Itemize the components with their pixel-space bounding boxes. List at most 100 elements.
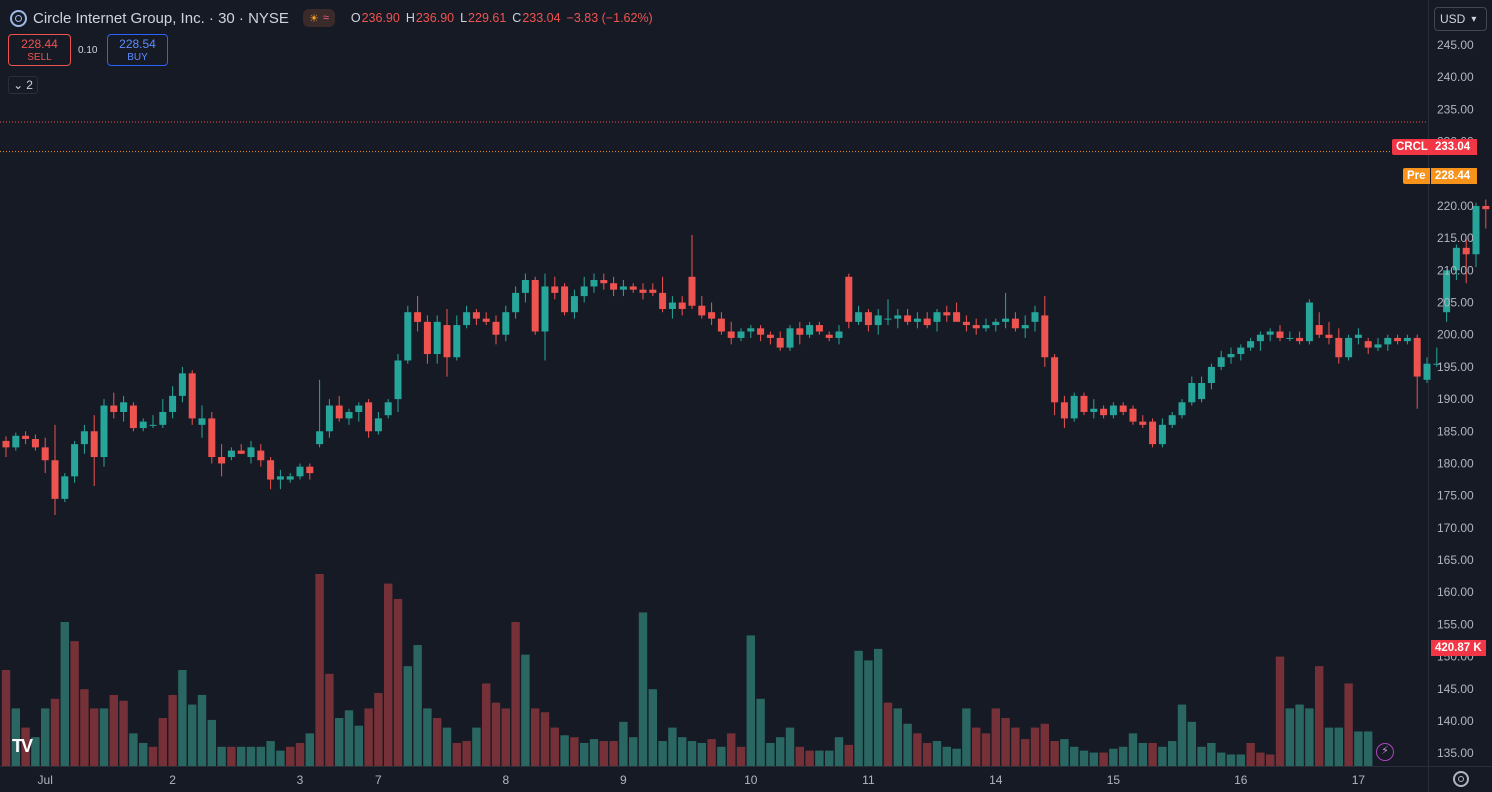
candle-body [276, 476, 284, 480]
volume-bar [403, 666, 412, 766]
candle-body [1256, 334, 1264, 342]
x-tick-label: 10 [744, 773, 758, 787]
candle-body [766, 334, 774, 338]
candle-body [227, 450, 235, 458]
volume-bar [1256, 752, 1265, 766]
y-tick-label: 135.00 [1437, 746, 1474, 760]
volume-bar [1148, 742, 1157, 766]
symbol-price-tag-label: CRCL [1392, 139, 1432, 155]
volume-bar [295, 742, 305, 766]
symbol-title[interactable]: Circle Internet Group, Inc. · 30 · NYSE [33, 9, 289, 27]
candle-body [962, 321, 970, 326]
candle-body [1472, 205, 1480, 255]
volume-bar [472, 727, 481, 766]
volume-bar [932, 741, 942, 766]
volume-bar [1344, 683, 1353, 766]
pre-market-price-tag: 228.44 [1431, 168, 1477, 184]
y-tick-label: 180.00 [1437, 456, 1474, 470]
market-session-badge[interactable]: ☀ ≈ [302, 9, 335, 27]
gear-icon[interactable] [1453, 771, 1469, 787]
candle-body [1168, 415, 1176, 425]
y-tick-label: 160.00 [1437, 585, 1474, 599]
candle-body [1305, 302, 1313, 342]
candle-body [894, 315, 902, 319]
y-tick-label: 175.00 [1437, 489, 1474, 503]
candle-body [71, 444, 79, 477]
candle-body [619, 286, 627, 290]
x-tick-label: 3 [297, 773, 304, 787]
volume-bar [1030, 727, 1040, 766]
buy-button[interactable]: 228.54 BUY [107, 34, 168, 66]
candle-body [1237, 347, 1245, 355]
buy-label: BUY [127, 52, 148, 63]
volume-bar [197, 694, 207, 766]
y-tick-label: 210.00 [1437, 263, 1474, 277]
volume-bar [158, 718, 167, 766]
candle-body [855, 312, 863, 322]
candle-body [208, 418, 216, 458]
wave-icon: ≈ [322, 12, 329, 24]
candle-body [1452, 247, 1460, 271]
sell-price: 228.44 [21, 37, 58, 51]
candle-body [345, 411, 353, 419]
ohlc-values: O236.90 H236.90 L229.61 C233.04 −3.83 (−… [351, 11, 653, 25]
volume-bar [1207, 742, 1216, 766]
currency-select[interactable]: USD ▾ [1434, 7, 1487, 31]
volume-bar [344, 710, 354, 766]
candle-body [1149, 421, 1157, 445]
last-price-tag: 233.04 [1431, 139, 1477, 155]
candle-body [22, 435, 30, 440]
volume-bar [521, 654, 530, 766]
volume-bar [609, 741, 618, 766]
volume-bar [129, 733, 138, 766]
volume-bar [99, 708, 109, 766]
volume-bar [1305, 708, 1314, 766]
chart-header: Circle Internet Group, Inc. · 30 · NYSE … [10, 8, 653, 28]
candle-body [1139, 421, 1147, 425]
candle-body [492, 321, 500, 335]
volume-bar [354, 725, 363, 766]
candle-body [541, 286, 549, 332]
volume-bar [21, 727, 30, 766]
sell-label: SELL [27, 52, 52, 63]
indicators-count: 2 [26, 78, 33, 92]
candle-body [453, 325, 461, 358]
y-tick-label: 245.00 [1437, 38, 1474, 52]
candle-body [825, 334, 833, 338]
volume-bar [60, 622, 69, 766]
lightning-icon[interactable]: ⚡ [1376, 743, 1394, 761]
candle-body [923, 318, 931, 326]
candle-body [1482, 205, 1490, 210]
candle-body [1325, 334, 1333, 338]
candle-body [815, 325, 823, 332]
candle-body [698, 305, 706, 316]
indicators-toggle[interactable]: ⌄ 2 [8, 76, 38, 94]
candle-body [913, 318, 921, 322]
candle-body [384, 402, 392, 416]
candle-body [120, 402, 128, 412]
chevron-down-icon: ⌄ [13, 78, 24, 92]
x-tick-label: 17 [1352, 773, 1366, 787]
candle-body [1129, 408, 1137, 422]
candle-body [933, 312, 941, 322]
volume-bar [874, 648, 883, 766]
candle-body [1276, 331, 1284, 338]
volume-bar [560, 735, 569, 766]
y-tick-label: 215.00 [1437, 231, 1474, 245]
candle-body [786, 328, 794, 348]
y-tick-label: 240.00 [1437, 70, 1474, 84]
candle-body [806, 325, 814, 335]
candle-body [521, 280, 529, 293]
x-tick-label: 2 [169, 773, 176, 787]
candle-body [1266, 331, 1274, 335]
sell-button[interactable]: 228.44 SELL [8, 34, 71, 66]
tradingview-logo-icon[interactable]: TV [12, 736, 33, 756]
candle-body [316, 431, 324, 445]
candle-body [1423, 363, 1431, 380]
candle-body [1315, 325, 1323, 335]
candle-body [482, 318, 490, 322]
y-tick-label: 165.00 [1437, 553, 1474, 567]
volume-bar [393, 598, 403, 766]
candle-body [1217, 357, 1225, 367]
